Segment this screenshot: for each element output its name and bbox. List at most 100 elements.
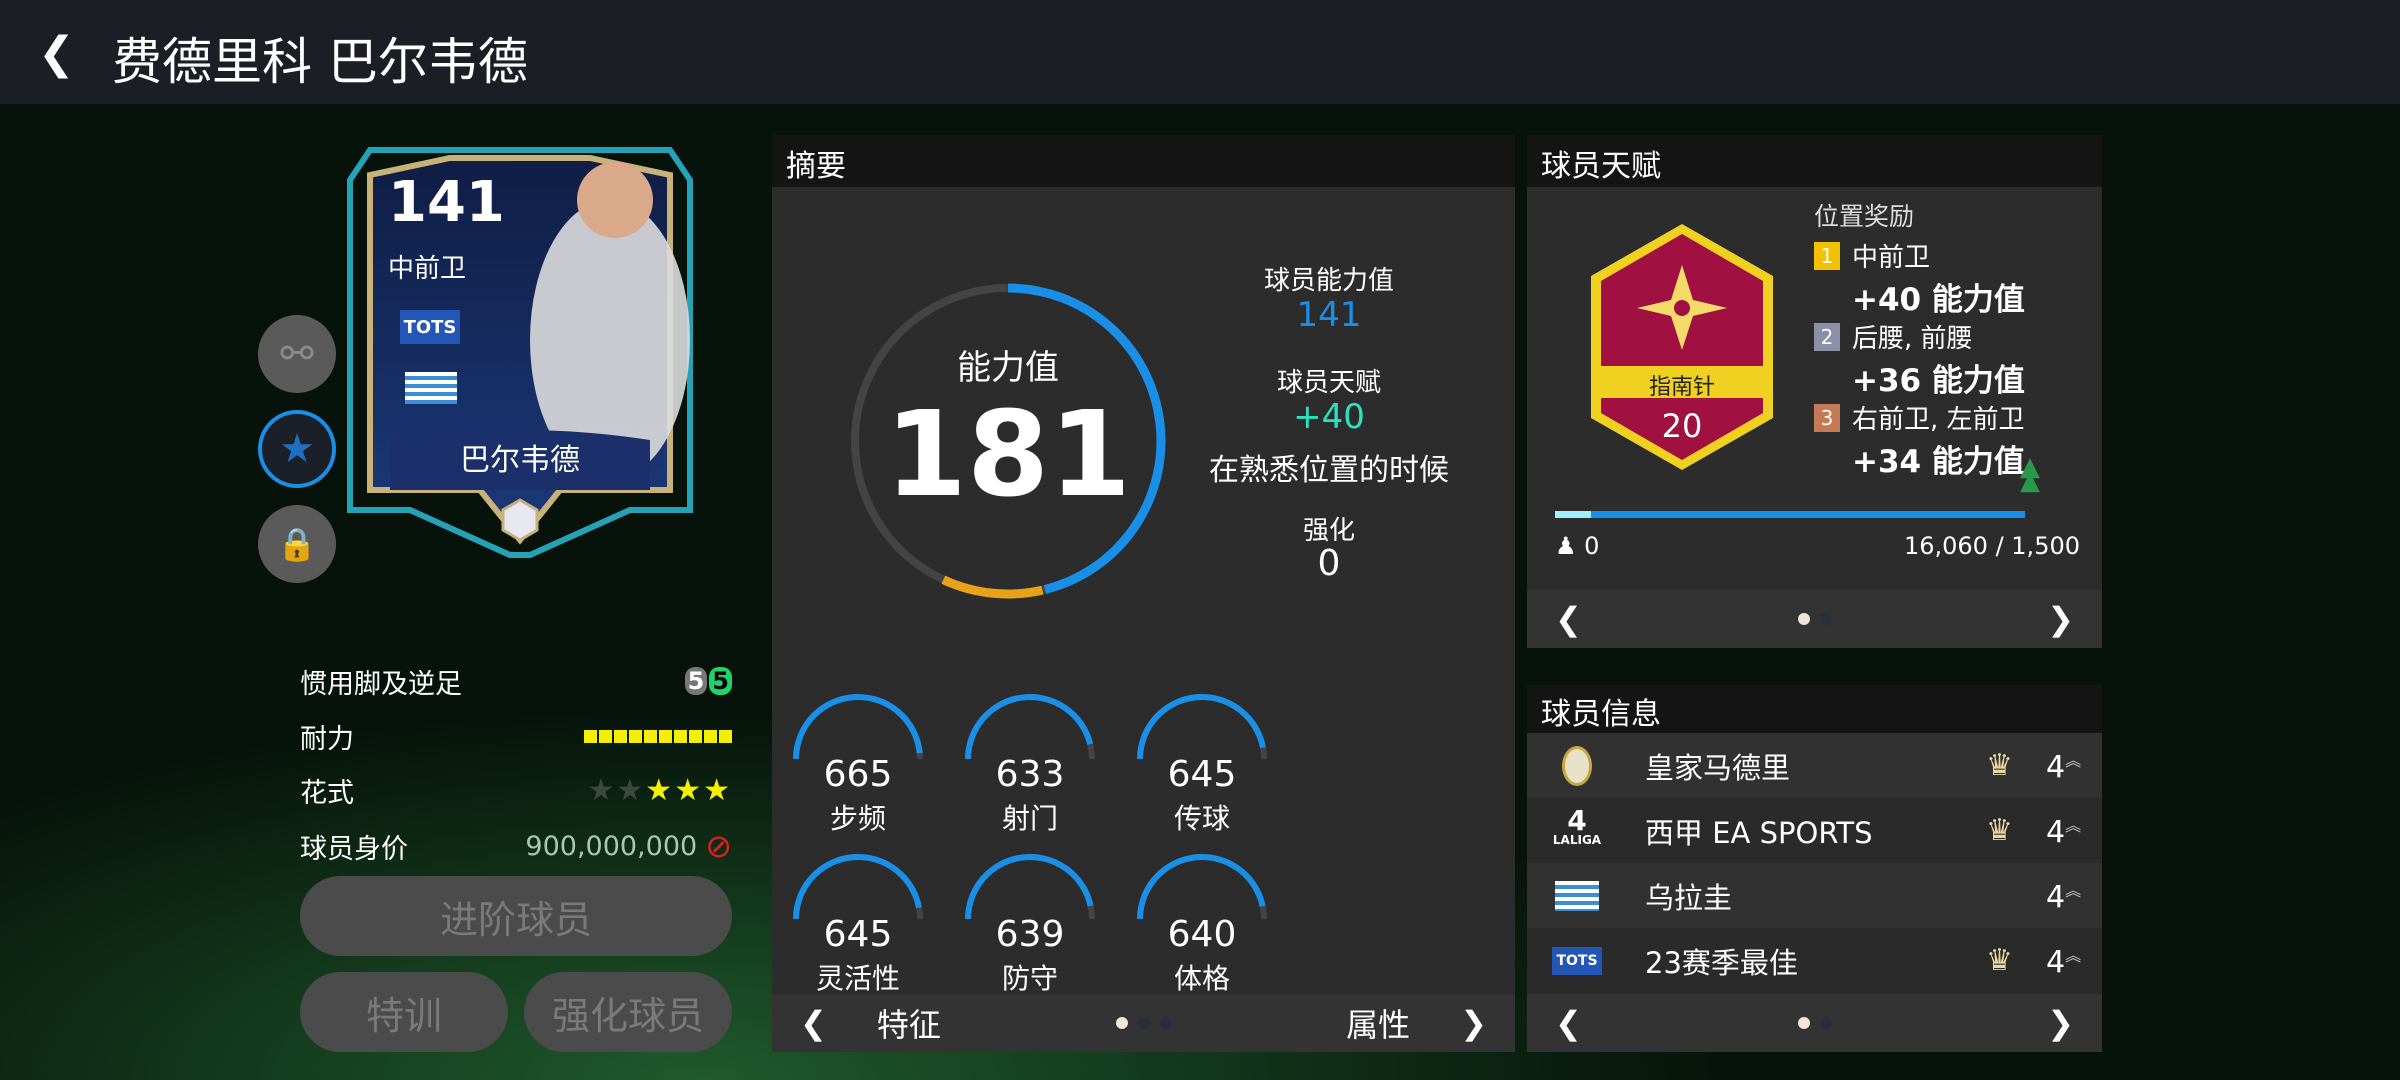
attr-label: 球员身价 <box>300 833 408 865</box>
stamina-segment <box>674 729 687 743</box>
stat-value: 665 <box>823 754 893 795</box>
stat-label: 灵活性 <box>815 962 901 995</box>
share-icon: ⚯ <box>280 331 314 377</box>
talent-panel: 球员天赋 指南针 20 位置奖励 1 中前卫 +40 能力值 2 后腰, 前腰 +36 能… <box>1527 135 2102 648</box>
attr-foot: 惯用脚及逆足 5 5 <box>300 657 732 705</box>
real-madrid-crest-icon <box>1549 745 1605 786</box>
enhance-value: 0 <box>1317 543 1341 584</box>
share-button[interactable]: ⚯ <box>258 315 336 393</box>
reward-positions: 后腰, 前腰 <box>1852 324 1973 354</box>
weak-foot-icon: 5 <box>684 667 708 695</box>
player-card[interactable]: 141 中前卫 TOTS 巴尔韦德 <box>330 130 710 560</box>
talent-badge-level: 20 <box>1661 407 1703 445</box>
info-name: 乌拉圭 <box>1645 880 1733 915</box>
reward-positions: 中前卫 <box>1852 243 1931 273</box>
summary-panel: 摘要 能力值 181 球员能力值 141 球员天赋 +40 在熟悉位置的时候 强… <box>772 135 1515 1052</box>
talent-note: 在熟悉位置的时候 <box>1209 453 1449 488</box>
ovr-gauge-bonus-arc <box>941 575 1044 599</box>
page-dots <box>1797 1017 1832 1029</box>
person-icon: ♟ <box>1555 532 1577 560</box>
rank-badge: 1 <box>1814 241 1840 270</box>
info-nav: ❮ ❯ <box>1527 994 2102 1052</box>
stat-arc-track <box>1137 854 1267 920</box>
panel-title: 球员天赋 <box>1527 135 2102 187</box>
attr-label: 惯用脚及逆足 <box>300 668 462 700</box>
prev-arrow-icon[interactable]: ❮ <box>1555 1004 1582 1042</box>
chemistry-level: 4︽ <box>2046 814 2082 850</box>
ovr-value: 181 <box>884 385 1132 523</box>
stamina-segment <box>704 729 717 743</box>
star-icon: ★ <box>587 772 617 808</box>
ovr-gauge-base-arc <box>1007 283 1166 594</box>
info-row[interactable]: 皇家马德里 ♛ 4︽ <box>1527 733 2102 798</box>
compass-talent-badge <box>1591 224 1773 470</box>
enhance-player-button[interactable]: 强化球员 <box>524 972 732 1052</box>
talent-label: 球员天赋 <box>1276 368 1382 398</box>
advance-player-button[interactable]: 进阶球员 <box>300 876 732 956</box>
stamina-bar <box>584 729 732 743</box>
progress-right: 16,060 / 1,500 <box>1903 532 2080 560</box>
stat-arc <box>1137 854 1266 920</box>
talent-progress-bar <box>1555 511 2025 518</box>
stat-label: 传球 <box>1173 802 1231 835</box>
training-button[interactable]: 特训 <box>300 972 508 1052</box>
info-row[interactable]: 乌拉圭♛4︽ <box>1527 863 2102 928</box>
laliga-logo-icon: 4 LALIGA <box>1552 804 1602 848</box>
page-title: 费德里科 巴尔韦德 <box>112 33 528 91</box>
panel-title: 摘要 <box>772 135 1515 187</box>
lock-button[interactable]: 🔒 <box>258 505 336 583</box>
back-chevron-icon[interactable]: ❮ <box>38 28 75 79</box>
prev-arrow-icon[interactable]: ❮ <box>1555 600 1582 638</box>
stat-label: 防守 <box>1001 962 1059 995</box>
nav-prev-label[interactable]: 特征 <box>876 1006 941 1044</box>
rewards-title: 位置奖励 <box>1814 202 1915 231</box>
stat-value: 645 <box>1167 754 1237 795</box>
stat-value: 639 <box>995 914 1065 955</box>
stamina-segment <box>584 729 597 743</box>
star-icon: ★ <box>616 772 646 808</box>
stat-arc <box>793 694 923 760</box>
talent-nav: ❮ ❯ <box>1527 590 2102 648</box>
attr-label: 花式 <box>300 777 354 809</box>
stat-arc <box>965 854 1094 920</box>
position-reward: 1 中前卫 +40 能力值 <box>1814 237 2025 319</box>
attr-stamina: 耐力 <box>300 712 732 760</box>
info-name: 西甲 EA SPORTS <box>1645 815 1873 850</box>
not-tradable-icon: ⊘ <box>705 827 732 865</box>
stat-arc-track <box>793 694 923 760</box>
reward-bonus: +40 能力值 <box>1852 282 2025 318</box>
star-icon: ★ <box>279 426 315 472</box>
stat-arc-track <box>1137 694 1267 760</box>
stamina-segment <box>614 729 627 743</box>
info-row[interactable]: TOTS 23赛季最佳 ♛ 4︽ <box>1527 928 2102 993</box>
crown-icon: ♛ <box>1986 813 2013 848</box>
stamina-segment <box>689 729 702 743</box>
stamina-segment <box>629 729 642 743</box>
stat-arc-track <box>965 694 1095 760</box>
info-name: 23赛季最佳 <box>1645 945 1798 980</box>
stat-arc-track <box>793 854 923 920</box>
info-row[interactable]: 4 LALIGA 西甲 EA SPORTS ♛ 4︽ <box>1527 798 2102 863</box>
chemistry-level: 4︽ <box>2046 944 2082 980</box>
favorite-button[interactable]: ★ <box>258 410 336 488</box>
player-value: 900,000,000 <box>525 830 698 862</box>
talent-bonus: +40 <box>1293 397 1365 437</box>
nav-next-label[interactable]: 属性 <box>1346 1006 1411 1044</box>
star-icon: ★ <box>674 772 704 808</box>
summary-gauges <box>793 283 1267 920</box>
position-reward: 2 后腰, 前腰 +36 能力值 <box>1814 318 2025 400</box>
uruguay-flag-icon <box>1549 880 1605 911</box>
next-arrow-icon[interactable]: ❯ <box>2047 600 2074 638</box>
stat-value: 640 <box>1167 914 1237 955</box>
next-arrow-icon[interactable]: ❯ <box>1460 1004 1487 1042</box>
tots-badge-icon: TOTS <box>1549 946 1605 975</box>
next-arrow-icon[interactable]: ❯ <box>2047 1004 2074 1042</box>
card-frame <box>347 147 693 558</box>
summary-nav: ❮ 特征 属性 ❯ <box>772 994 1515 1052</box>
attr-label: 耐力 <box>300 723 354 755</box>
talent-badge-name: 指南针 <box>1648 375 1716 400</box>
prev-arrow-icon[interactable]: ❮ <box>800 1004 827 1042</box>
stat-label: 射门 <box>1001 802 1059 835</box>
tots-badge: TOTS <box>400 310 460 344</box>
